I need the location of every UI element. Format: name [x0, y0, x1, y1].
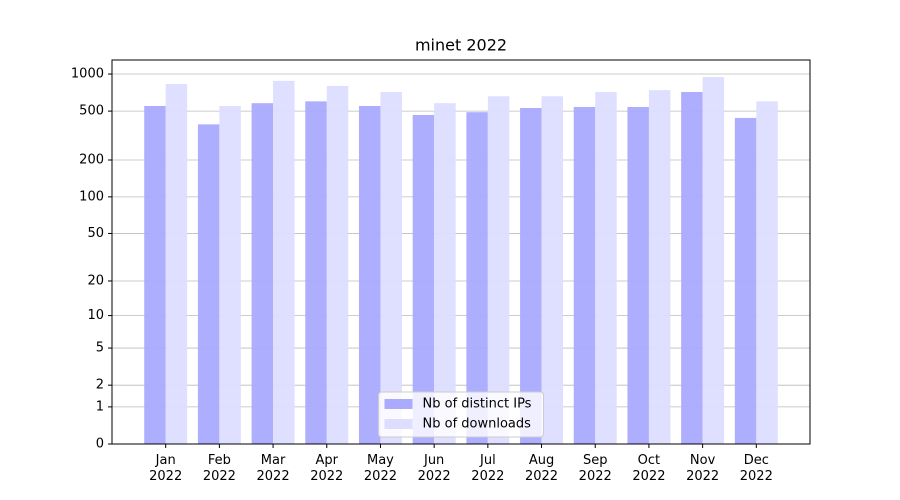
- bar: [648, 90, 671, 444]
- bar: [251, 103, 274, 445]
- bar: [734, 117, 757, 445]
- x-tick-label: Jul 2022: [471, 453, 505, 484]
- x-tick-label: Mar 2022: [256, 453, 290, 484]
- bar: [434, 103, 456, 445]
- x-tick-label: Sep 2022: [578, 453, 612, 484]
- x-tick-label: Aug 2022: [524, 453, 559, 484]
- bar: [144, 106, 166, 444]
- legend-swatch: [384, 399, 413, 409]
- y-tick-label: 20: [87, 273, 104, 288]
- bar: [326, 85, 349, 445]
- x-tick-label: Jun 2022: [417, 453, 451, 484]
- bar: [466, 112, 488, 445]
- bar: [595, 91, 617, 445]
- x-tick-label: Feb 2022: [202, 453, 236, 484]
- x-tick-label: Apr 2022: [310, 453, 344, 484]
- bar: [573, 106, 596, 444]
- bar: [412, 114, 435, 444]
- bar: [197, 124, 220, 444]
- bar: [520, 107, 542, 445]
- bar: [756, 101, 778, 444]
- legend: Nb of distinct IPs Nb of downloads: [378, 391, 544, 438]
- y-tick-label: 50: [87, 226, 104, 241]
- legend-swatch: [384, 419, 413, 429]
- bar: [702, 77, 725, 444]
- x-tick-label: Jan 2022: [149, 453, 183, 484]
- chart-title: minet 2022: [415, 36, 507, 55]
- bar: [487, 96, 510, 444]
- x-tick-label: Nov 2022: [686, 453, 720, 484]
- y-tick-label: 500: [79, 104, 104, 119]
- bar: [541, 96, 564, 444]
- y-tick-label: 200: [79, 153, 104, 168]
- legend-box: [378, 391, 544, 438]
- bar: [273, 80, 295, 445]
- bar: [219, 106, 241, 444]
- x-tick-label: May 2022: [363, 453, 397, 484]
- bar: [165, 84, 188, 445]
- x-tick-label: Dec 2022: [739, 453, 773, 484]
- bar: [358, 106, 381, 444]
- bar: [305, 101, 327, 444]
- y-tick-label: 100: [79, 189, 104, 204]
- legend-label: Nb of distinct IPs: [423, 397, 532, 412]
- bar: [380, 91, 402, 445]
- bar: [681, 91, 703, 445]
- y-tick-label: 0: [96, 437, 104, 452]
- plot-frame: [111, 59, 811, 445]
- y-tick-label: 5: [96, 341, 104, 356]
- y-tick-label: 1: [96, 399, 104, 414]
- bar: [627, 106, 649, 444]
- x-tick-label: Oct 2022: [632, 453, 666, 484]
- y-tick-label: 1000: [71, 67, 104, 82]
- legend-label: Nb of downloads: [423, 417, 532, 432]
- y-tick-label: 2: [96, 378, 104, 393]
- y-tick-label: 10: [87, 308, 104, 323]
